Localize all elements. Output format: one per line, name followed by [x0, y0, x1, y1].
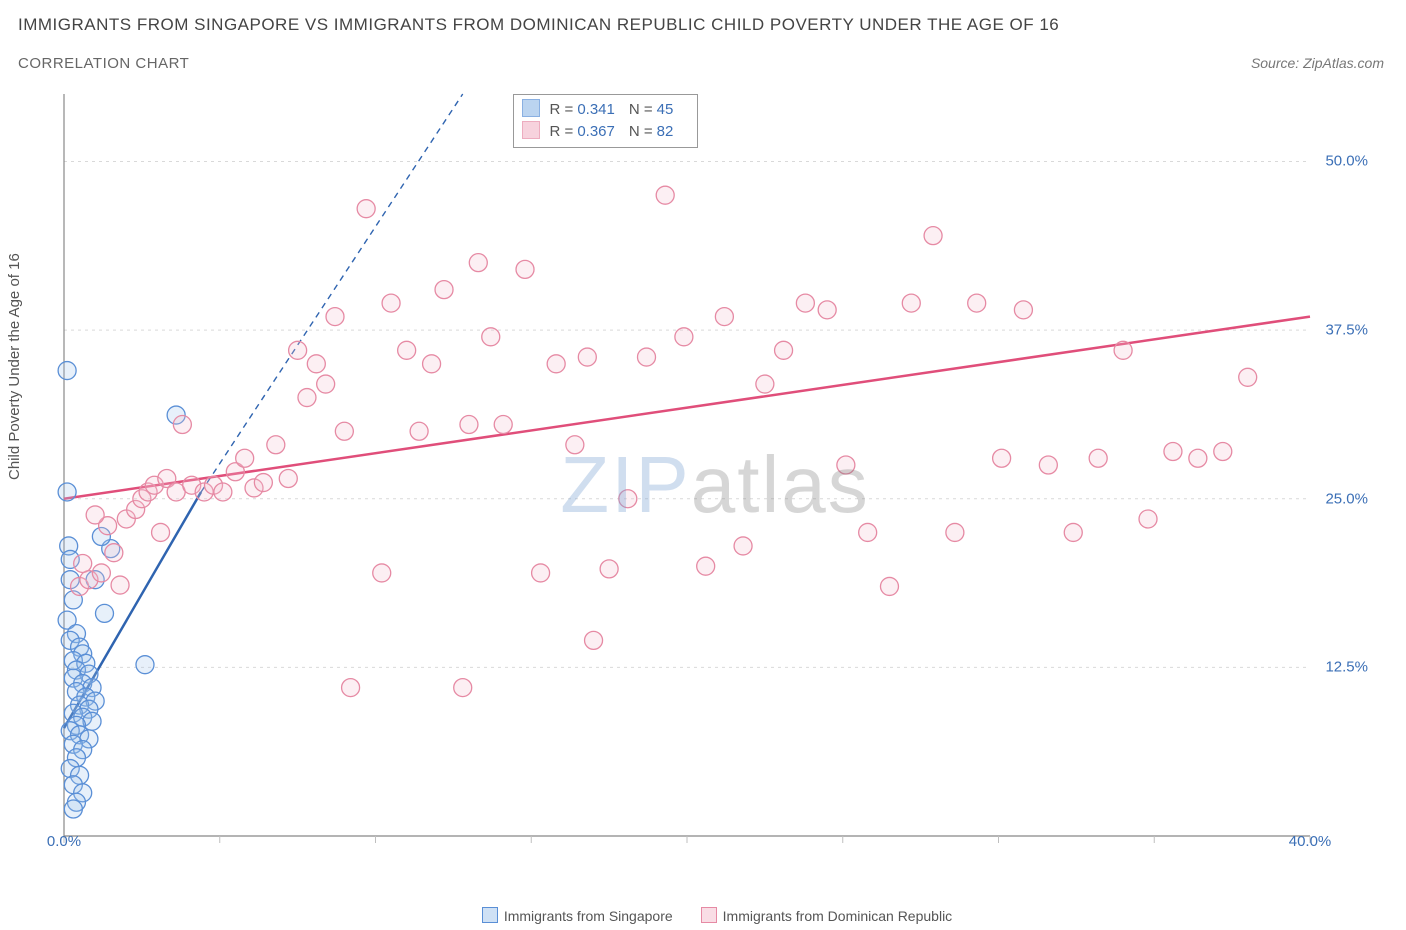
- bottom-legend-item: Immigrants from Singapore: [454, 908, 673, 924]
- bottom-legend: Immigrants from SingaporeImmigrants from…: [0, 907, 1406, 924]
- legend-box: R =0.341N =45R =0.367N =82: [513, 94, 699, 148]
- bottom-legend-item: Immigrants from Dominican Republic: [673, 908, 953, 924]
- legend-row: R =0.367N =82: [522, 121, 688, 143]
- x-tick-label: 0.0%: [47, 833, 81, 850]
- page-title: IMMIGRANTS FROM SINGAPORE VS IMMIGRANTS …: [18, 15, 1059, 35]
- x-tick-label: 40.0%: [1289, 833, 1332, 850]
- legend-row: R =0.341N =45: [522, 99, 688, 121]
- y-tick-label: 37.5%: [1325, 322, 1368, 339]
- y-tick-label: 50.0%: [1325, 153, 1368, 170]
- y-tick-label: 12.5%: [1325, 659, 1368, 676]
- correlation-chart: ZIPatlas R =0.341N =45R =0.367N =82 12.5…: [50, 90, 1380, 880]
- chart-svg: [50, 90, 1380, 880]
- y-tick-label: 25.0%: [1325, 490, 1368, 507]
- page-subtitle: CORRELATION CHART: [18, 55, 189, 72]
- source-credit: Source: ZipAtlas.com: [1251, 55, 1384, 71]
- y-axis-label: Child Poverty Under the Age of 16: [6, 253, 23, 480]
